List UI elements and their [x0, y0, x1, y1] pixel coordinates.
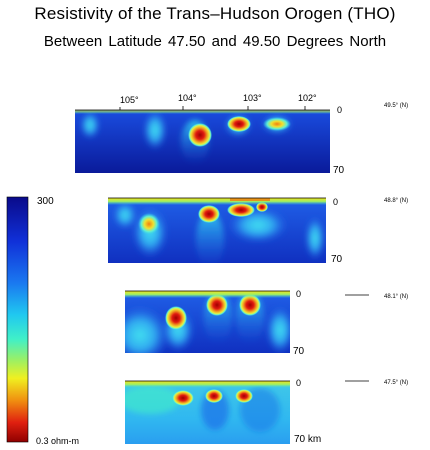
chart-title: Resistivity of the Trans–Hudson Orogen (…	[34, 4, 396, 23]
panel-1-latitude: 49.5° (N)	[384, 103, 408, 109]
panel-1-depth-top: 0	[337, 105, 342, 115]
panel-2-depth-top: 0	[333, 197, 338, 207]
longitude-label-104: 104°	[178, 93, 197, 103]
panel-3-latitude: 48.1° (N)	[384, 294, 408, 300]
longitude-label-103: 103°	[243, 93, 262, 103]
panel-4-depth-top: 0	[296, 378, 301, 388]
panel-3-depth-top: 0	[296, 289, 301, 299]
color-scale-bar	[6, 196, 29, 443]
chart-subtitle: Between Latitude 47.50 and 49.50 Degrees…	[43, 33, 387, 50]
longitude-label-105: 105°	[120, 95, 139, 105]
section-panel-4: 0 70 km 47.5° (N)	[125, 378, 408, 445]
color-scale-max-label: 300	[37, 196, 54, 207]
panel-3-depth-bottom: 70	[293, 346, 305, 357]
section-panel-2: 0 70 48.8° (N)	[108, 197, 408, 265]
color-scale-min-label: 0.3 ohm-m	[36, 436, 79, 446]
panel-4-depth-bottom: 70 km	[294, 434, 321, 445]
section-panel-3: 0 70 48.1° (N)	[125, 289, 408, 357]
panel-4-latitude: 47.5° (N)	[384, 380, 408, 386]
section-panel-1: 0 70 49.5° (N)	[75, 103, 408, 176]
color-scale: 300 0.3 ohm-m	[6, 196, 79, 446]
panel-2-latitude: 48.8° (N)	[384, 198, 408, 204]
longitude-axis: 105° 104° 103° 102°	[120, 93, 317, 105]
panel-2-depth-bottom: 70	[331, 254, 343, 265]
longitude-label-102: 102°	[298, 93, 317, 103]
panel-1-depth-bottom: 70	[333, 165, 345, 176]
